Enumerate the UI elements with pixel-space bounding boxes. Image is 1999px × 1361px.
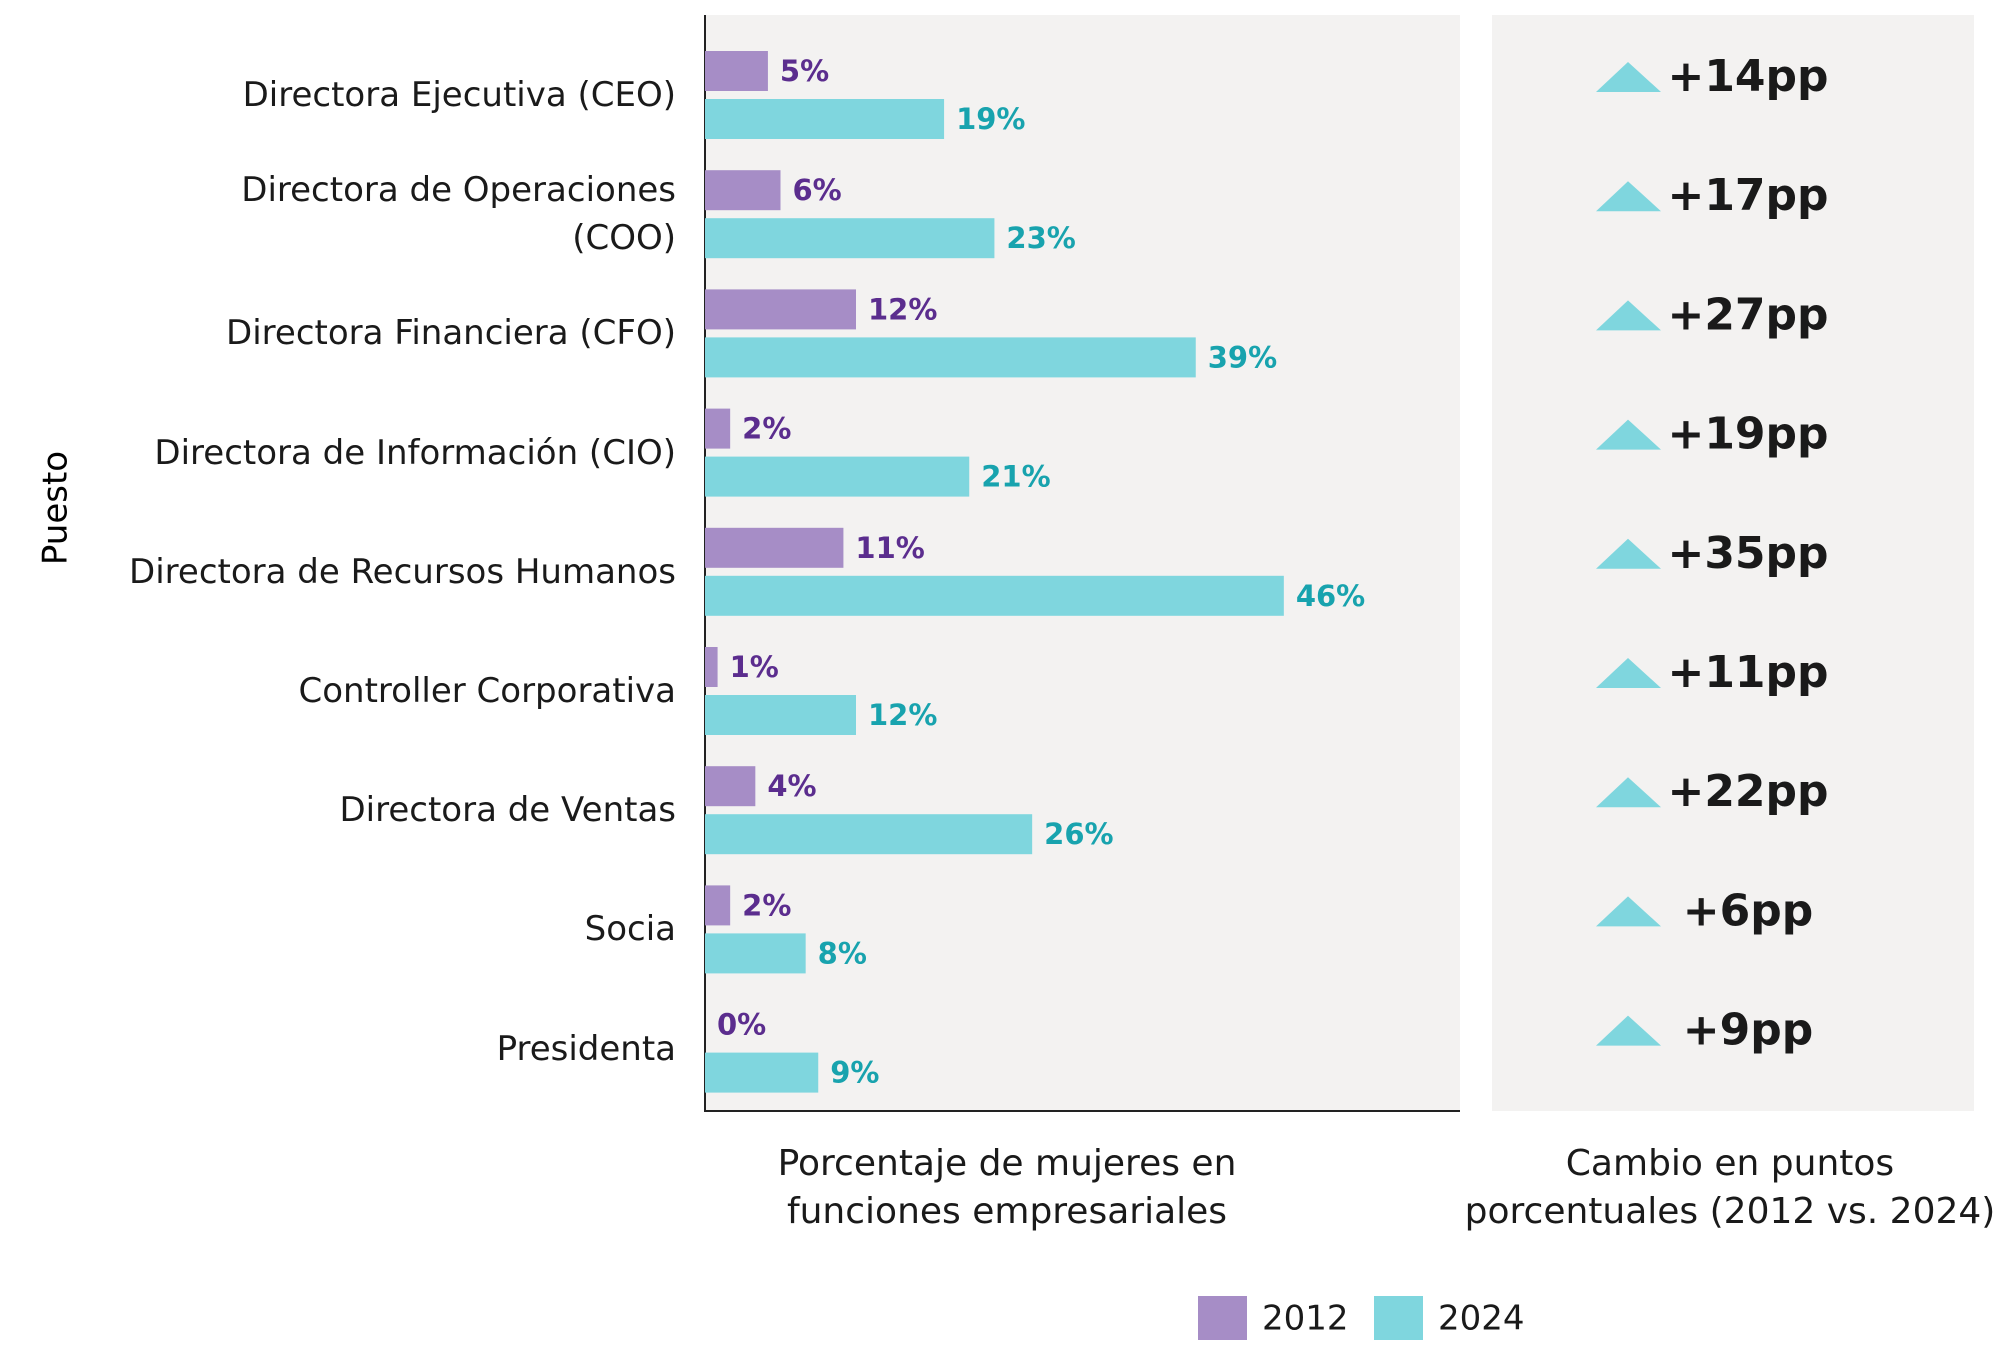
bar xyxy=(705,575,1284,616)
bar xyxy=(705,408,731,449)
value-label: 2% xyxy=(742,412,791,446)
value-label: 9% xyxy=(830,1056,879,1090)
change-arrow xyxy=(1596,538,1661,569)
category-label: Directora de Ventas xyxy=(339,790,677,831)
value-label: 46% xyxy=(1296,579,1365,613)
change-label: +6pp xyxy=(1683,885,1813,936)
category-label: Presidenta xyxy=(496,1028,676,1069)
change-label: +9pp xyxy=(1683,1005,1813,1056)
bar xyxy=(705,170,781,211)
bar xyxy=(705,51,768,91)
change-arrow xyxy=(1596,62,1661,92)
value-label: 21% xyxy=(981,460,1050,494)
bar xyxy=(705,289,856,330)
change-arrow xyxy=(1596,777,1661,808)
change-arrow xyxy=(1596,419,1661,450)
x-axis-label: Porcentaje de mujeres en funciones empre… xyxy=(777,1143,1237,1232)
category-label: Directora Financiera (CFO) xyxy=(226,313,676,354)
bar xyxy=(705,885,731,926)
bar xyxy=(705,337,1196,378)
legend-swatch xyxy=(1198,1296,1247,1340)
change-arrow xyxy=(1596,658,1661,688)
change-label: +14pp xyxy=(1667,51,1828,102)
bar xyxy=(705,695,856,735)
legend-swatch xyxy=(1374,1296,1423,1340)
change-arrow xyxy=(1596,300,1661,331)
bar xyxy=(705,527,844,568)
category-label: Socia xyxy=(584,909,676,950)
change-arrow xyxy=(1596,1015,1661,1046)
y-axis-label: Puesto xyxy=(36,451,76,565)
value-label: 2% xyxy=(742,888,791,922)
change-axis-label: Cambio en puntos porcentuales (2012 vs. … xyxy=(1464,1143,1996,1232)
category-label: Directora de Recursos Humanos xyxy=(129,551,676,592)
change-label: +19pp xyxy=(1667,409,1828,460)
value-label: 39% xyxy=(1208,340,1277,374)
category-label: Directora Ejecutiva (CEO) xyxy=(242,75,676,115)
category-label: Directora de Operaciones (COO) xyxy=(241,170,676,259)
change-panel xyxy=(1492,15,1974,1111)
value-label: 23% xyxy=(1006,221,1075,255)
bar xyxy=(705,456,970,497)
legend-label: 2012 xyxy=(1262,1299,1349,1339)
value-label: 8% xyxy=(818,936,867,970)
value-label: 26% xyxy=(1044,817,1113,851)
bar xyxy=(705,814,1033,855)
category-label: Controller Corporativa xyxy=(298,671,676,711)
value-label: 11% xyxy=(855,531,924,565)
bar xyxy=(705,647,718,687)
change-label: +22pp xyxy=(1667,766,1828,817)
change-arrow xyxy=(1596,181,1661,212)
value-label: 6% xyxy=(793,173,842,207)
value-label: 4% xyxy=(767,769,816,803)
value-label: 12% xyxy=(868,292,937,326)
bar xyxy=(705,766,756,807)
change-label: +35pp xyxy=(1667,528,1828,579)
value-label: 5% xyxy=(780,54,829,88)
change-arrow xyxy=(1596,896,1661,927)
bar xyxy=(705,1052,819,1093)
value-label: 12% xyxy=(868,698,937,732)
legend-label: 2024 xyxy=(1438,1299,1525,1339)
value-label: 1% xyxy=(730,650,779,684)
value-label: 19% xyxy=(956,102,1025,136)
value-label: 0% xyxy=(717,1008,766,1042)
change-label: +27pp xyxy=(1667,289,1828,340)
bar xyxy=(705,99,945,139)
change-label: +17pp xyxy=(1667,170,1828,221)
category-label: Directora de Información (CIO) xyxy=(154,432,676,473)
bar xyxy=(705,933,806,974)
change-label: +11pp xyxy=(1667,647,1828,698)
bar xyxy=(705,218,995,259)
